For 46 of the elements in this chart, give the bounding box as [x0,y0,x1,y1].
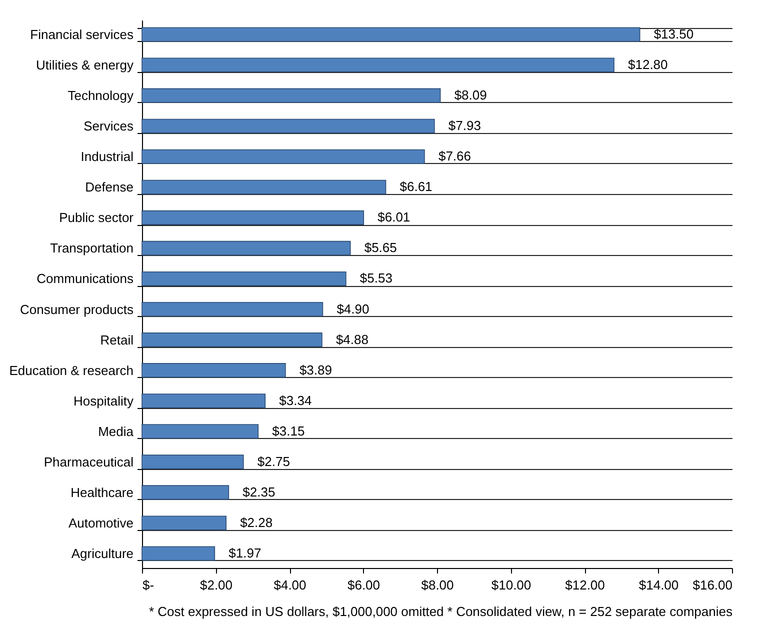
x-tick-label: $4.00 [274,578,306,592]
data-label: $13.50 [654,26,694,42]
data-label: $4.90 [336,301,370,316]
y-tick-label: Healthcare [70,484,134,500]
data-label: $12.80 [628,57,668,72]
data-label: $6.61 [400,179,432,194]
data-label: $3.34 [279,392,312,408]
x-tick-label: $6.00 [347,578,380,592]
y-tick-label: Defense [85,180,134,195]
y-tick-label: Financial services [30,27,134,42]
data-label: $8.09 [454,88,487,103]
y-tick-label: Hospitality [74,393,134,408]
data-label: $1.97 [228,546,262,560]
data-label: $4.88 [336,332,368,347]
y-tick-label: Services [84,118,134,134]
x-tick-label: $16.00 [692,578,732,592]
data-label: $3.15 [272,423,305,438]
y-tick-label: Technology [68,88,134,104]
y-tick-label: Consumer products [20,302,134,317]
data-label: $2.35 [242,484,276,500]
x-tick-label: $- [142,578,154,592]
y-tick-label: Agriculture [71,546,134,561]
x-tick-label: $10.00 [491,578,532,592]
x-tick-label: $2.00 [200,578,233,592]
y-tick-label: Pharmaceutical [44,454,134,470]
x-tick-label: $14.00 [638,578,679,592]
x-tick-label: $12.00 [565,578,605,592]
y-tick-label: Automotive [68,515,134,530]
data-label: $5.65 [364,240,397,256]
y-tick-label: Education & research [9,362,134,378]
y-tick-label: Media [98,424,134,439]
data-label: $7.93 [448,118,481,134]
data-label: $2.28 [240,514,273,530]
y-tick-label: Utilities & energy [36,58,134,73]
data-label: $2.75 [257,454,290,469]
data-label: $6.01 [378,210,410,225]
y-tick-label: Transportation [50,240,134,256]
y-tick-label: Industrial [80,149,134,164]
data-label: $7.66 [438,148,472,164]
text: * Cost expressed in US dollars, $1,000,000 omitted * Consolidated view, n = 252 separate companies [148,604,733,619]
y-tick-label: Public sector [59,210,134,226]
data-label: $3.89 [299,362,332,378]
y-tick-label: Communications [36,271,134,286]
y-tick-label: Retail [100,332,134,348]
x-tick-label: $8.00 [421,578,454,592]
data-label: $5.53 [360,270,392,286]
